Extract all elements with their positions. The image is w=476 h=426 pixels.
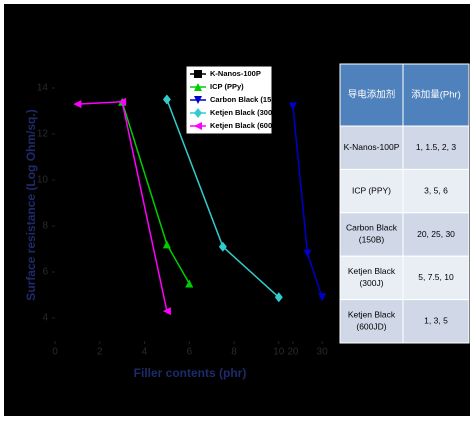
y-tick-label: 8 [42, 221, 48, 232]
table-cell [339, 299, 404, 344]
table-cell-text: 1, 3, 5 [424, 316, 448, 326]
marker [118, 97, 127, 106]
table-cell [402, 168, 470, 214]
table-cell-text: Carbon Black (150B) [346, 223, 398, 245]
marker [162, 307, 171, 316]
table-cell-text: K-Nanos-100P [344, 142, 400, 152]
x-tick-label: 8 [231, 347, 237, 358]
x-tick-label: 2 [97, 347, 103, 358]
table-cell [339, 168, 404, 214]
marker [162, 240, 171, 249]
table-header-cell: 添加量(Phr) [411, 90, 461, 101]
x-axis-label: Filler contents (phr) [134, 366, 247, 380]
table: 导电添加剂 添加量(Phr) K-Nanos-100P 1, 1.5, 2, 3 ICP… [339, 63, 470, 344]
x-tick-label: 30 [317, 347, 329, 358]
x-tick-label: 6 [187, 347, 193, 358]
marker [274, 292, 283, 303]
marker [95, 97, 104, 106]
x-tick-label: 20 [287, 347, 299, 358]
table-header-cell: 导电添加剂 [348, 89, 396, 101]
y-tick-label: 14 [37, 83, 49, 94]
y-tick-label: 12 [37, 129, 49, 140]
table-cell-text: 3, 5, 6 [424, 185, 448, 195]
table-cell-text: 5, 7.5, 10 [418, 272, 454, 282]
x-tick-label: 10 [273, 347, 285, 358]
x-tick-label: 4 [142, 347, 148, 358]
legend-label: K-Nanos-100P [210, 69, 261, 78]
legend-label: Ketjen Black (300J) [210, 108, 279, 117]
table-cell-text: 1, 1.5, 2, 3 [416, 142, 456, 152]
table-cell [339, 125, 404, 170]
marker [185, 279, 194, 288]
marker [194, 122, 202, 130]
marker [162, 94, 171, 105]
legend-label: Carbon Black (150B) [210, 95, 284, 104]
legend-label: Ketjen Black (600JD) [210, 121, 285, 130]
y-axis-label: Surface resistance (Log Ohm/sq.) [24, 109, 38, 300]
y-tick-label: 6 [42, 267, 48, 278]
marker [318, 293, 327, 302]
y-tick-label: 4 [42, 313, 48, 324]
table-cell-text: 20, 25, 30 [417, 229, 455, 239]
table-cell [402, 299, 470, 344]
marker [84, 97, 93, 106]
table-cell [402, 255, 470, 301]
y-tick-label: 10 [37, 175, 49, 186]
marker [303, 249, 312, 258]
x-tick-label: 0 [52, 347, 58, 358]
marker [194, 70, 202, 78]
table-cell-text: Ketjen Black (300J) [348, 266, 396, 288]
table-cell-text: ICP (PPY) [352, 185, 391, 195]
marker [288, 102, 297, 111]
legend-label: ICP (PPy) [210, 82, 244, 91]
table-cell [339, 212, 404, 257]
marker [73, 97, 82, 106]
marker [194, 96, 202, 104]
table-header [339, 63, 470, 127]
marker [218, 241, 227, 252]
table-cell-text: Ketjen Black (600JD) [348, 310, 396, 332]
marker [73, 100, 82, 109]
marker [194, 83, 202, 91]
marker [194, 108, 202, 118]
